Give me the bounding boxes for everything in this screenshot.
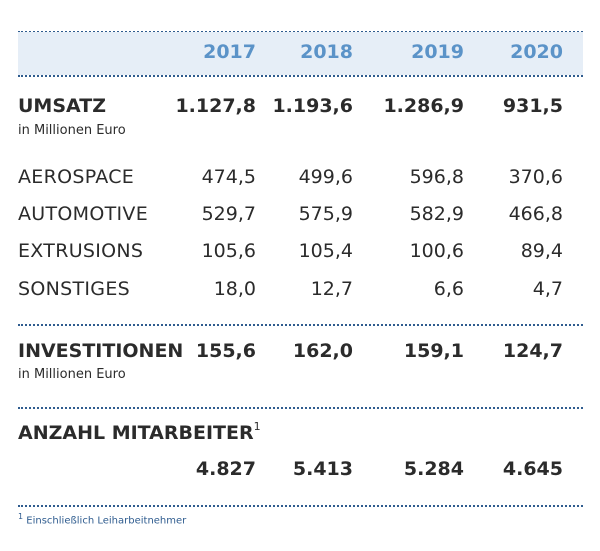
umsatz-label: UMSATZ [18,95,106,117]
segment-extrusions-2020: 89,4 [520,240,563,262]
year-header-band [18,32,583,75]
investitionen-2018: 162,0 [292,340,353,362]
year-2018: 2018 [300,41,353,63]
segment-extrusions-2019: 100,6 [409,240,464,262]
mitarbeiter-label-text: ANZAHL MITARBEITER [18,422,254,444]
segment-automotive-2017: 529,7 [201,203,256,225]
umsatz-2017: 1.127,8 [175,95,256,117]
segment-sonstiges-2018: 12,7 [310,278,353,300]
segment-automotive-2020: 466,8 [508,203,563,225]
year-2020: 2020 [510,41,563,63]
segment-aerospace-2017: 474,5 [201,166,256,188]
mitarbeiter-2019: 5.284 [403,458,464,480]
investitionen-2020: 124,7 [502,340,563,362]
footnote-text: Einschließlich Leiharbeitnehmer [26,515,187,527]
investitionen-label: INVESTITIONEN [18,340,184,362]
header-divider [18,75,583,77]
segment-automotive-label: AUTOMOTIVE [18,203,149,225]
umsatz-unit: in Millionen Euro [18,123,126,138]
segment-aerospace-2018: 499,6 [298,166,353,188]
investitionen-unit: in Millionen Euro [18,367,126,382]
umsatz-2019: 1.286,9 [383,95,464,117]
umsatz-2018: 1.193,6 [272,95,353,117]
investitionen-2017: 155,6 [195,340,256,362]
footnote: 1 Einschließlich Leiharbeitnehmer [18,512,186,526]
segment-extrusions-2017: 105,6 [201,240,256,262]
segment-sonstiges-2020: 4,7 [532,278,563,300]
mitarbeiter-2017: 4.827 [195,458,256,480]
segment-extrusions-2018: 105,4 [298,240,353,262]
segment-sonstiges-2017: 18,0 [213,278,256,300]
segment-automotive-2019: 582,9 [409,203,464,225]
segment-sonstiges-label: SONSTIGES [18,278,130,300]
year-2017: 2017 [203,41,256,63]
mitarbeiter-footnote-mark: 1 [253,420,261,433]
umsatz-2020: 931,5 [502,95,563,117]
footnote-mark: 1 [18,512,24,521]
segment-aerospace-label: AEROSPACE [18,166,135,188]
segment-aerospace-2020: 370,6 [508,166,563,188]
investitionen-2019: 159,1 [403,340,464,362]
segment-automotive-2018: 575,9 [298,203,353,225]
divider-mitarbeiter [18,407,583,409]
mitarbeiter-2020: 4.645 [502,458,563,480]
segment-sonstiges-2019: 6,6 [433,278,464,300]
divider-investitionen [18,324,583,326]
bottom-divider [18,505,583,507]
year-2019: 2019 [411,41,464,63]
mitarbeiter-label: ANZAHL MITARBEITER1 [18,420,261,444]
mitarbeiter-2018: 5.413 [292,458,353,480]
segment-aerospace-2019: 596,8 [409,166,464,188]
segment-extrusions-label: EXTRUSIONS [18,240,144,262]
